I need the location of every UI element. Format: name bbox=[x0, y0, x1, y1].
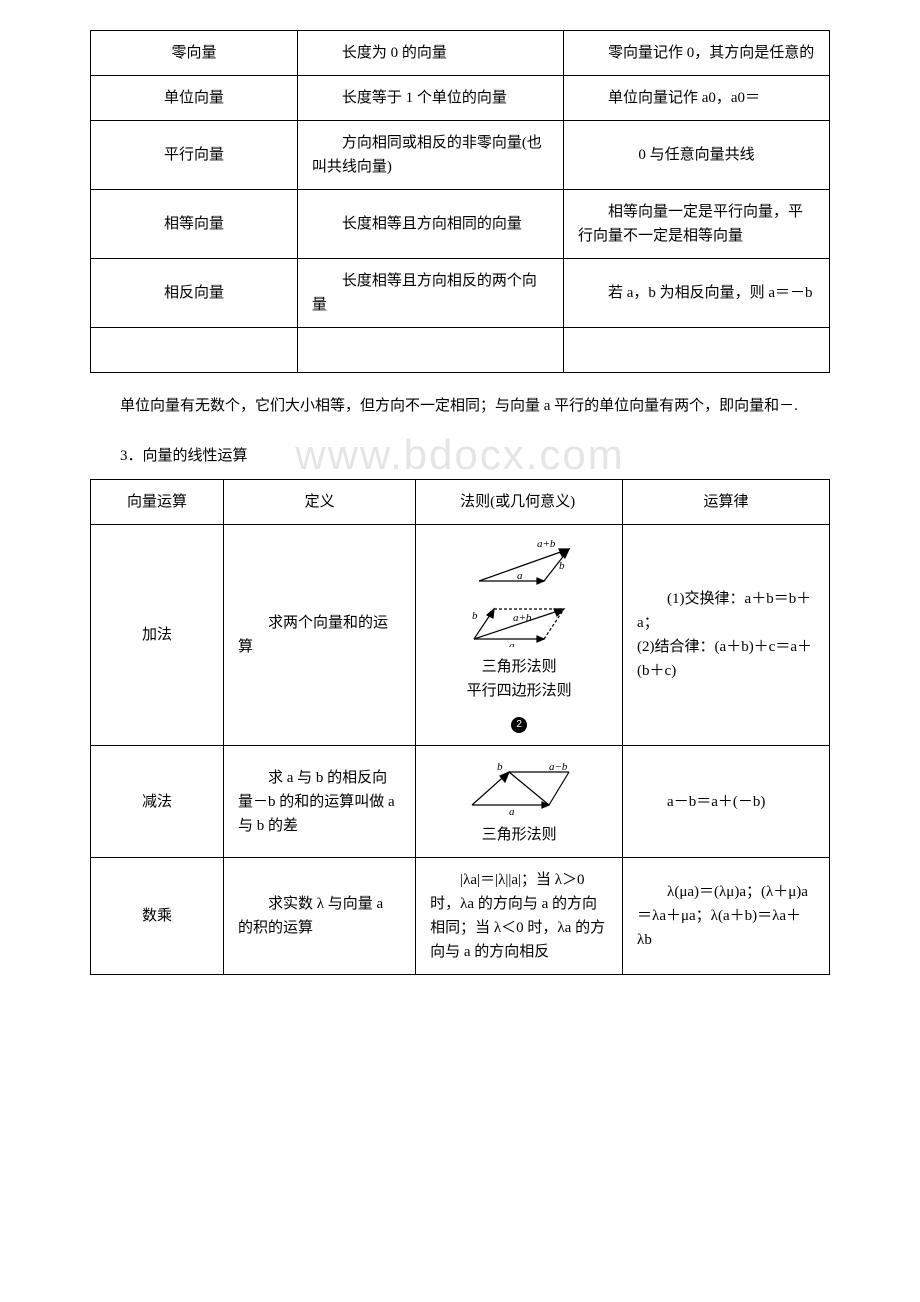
row-name: 单位向量 bbox=[91, 76, 298, 121]
row-note: 0 与任意向量共线 bbox=[563, 121, 829, 190]
row-def: 长度相等且方向相同的向量 bbox=[297, 190, 563, 259]
table-row: 单位向量 长度等于 1 个单位的向量 单位向量记作 a0，a0＝ bbox=[91, 76, 830, 121]
svg-label: b bbox=[559, 560, 565, 572]
row-note: 相等向量一定是平行向量，平行向量不一定是相等向量 bbox=[563, 190, 829, 259]
op-diagram-cell: b a−b a 三角形法则 bbox=[416, 746, 623, 858]
row-note: 单位向量记作 a0，a0＝ bbox=[563, 76, 829, 121]
op-def: 求 a 与 b 的相反向量－b 的和的运算叫做 a 与 b 的差 bbox=[224, 746, 416, 858]
row-def: 长度相等且方向相反的两个向量 bbox=[297, 259, 563, 328]
vector-types-table: 零向量 长度为 0 的向量 零向量记作 0，其方向是任意的 单位向量 长度等于 … bbox=[90, 30, 830, 373]
table-row-empty bbox=[91, 328, 830, 373]
body-paragraph: 单位向量有无数个，它们大小相等，但方向不一定相同；与向量 a 平行的单位向量有两… bbox=[90, 393, 830, 420]
parallelogram-law-icon: b a+b a bbox=[459, 597, 579, 647]
svg-label: a−b bbox=[549, 761, 568, 773]
diagram-caption: 三角形法则 bbox=[430, 655, 608, 679]
col-header: 定义 bbox=[224, 480, 416, 525]
svg-label: b bbox=[472, 610, 478, 622]
op-rule: a－b＝a＋(－b) bbox=[623, 746, 830, 858]
table-row: 平行向量 方向相同或相反的非零向量(也叫共线向量) 0 与任意向量共线 bbox=[91, 121, 830, 190]
table-row: 相等向量 长度相等且方向相同的向量 相等向量一定是平行向量，平行向量不一定是相等… bbox=[91, 190, 830, 259]
diagram-caption: 平行四边形法则 bbox=[430, 679, 608, 703]
triangle-law-icon: a+b b a bbox=[459, 539, 579, 589]
row-name: 平行向量 bbox=[91, 121, 298, 190]
empty-cell bbox=[297, 328, 563, 373]
col-header: 法则(或几何意义) bbox=[416, 480, 623, 525]
table-row-subtraction: 减法 求 a 与 b 的相反向量－b 的和的运算叫做 a 与 b 的差 b a−… bbox=[91, 746, 830, 858]
op-diagram-cell: a+b b a b a+b a 三角形法 bbox=[416, 525, 623, 746]
vector-operations-table: 向量运算 定义 法则(或几何意义) 运算律 加法 求两个向量和的运算 a+b b… bbox=[90, 479, 830, 975]
op-name: 减法 bbox=[91, 746, 224, 858]
svg-label: a+b bbox=[513, 612, 532, 624]
row-def: 方向相同或相反的非零向量(也叫共线向量) bbox=[297, 121, 563, 190]
table-row: 零向量 长度为 0 的向量 零向量记作 0，其方向是任意的 bbox=[91, 31, 830, 76]
op-name: 数乘 bbox=[91, 858, 224, 975]
row-note: 零向量记作 0，其方向是任意的 bbox=[563, 31, 829, 76]
table-header-row: 向量运算 定义 法则(或几何意义) 运算律 bbox=[91, 480, 830, 525]
diagram-caption: 三角形法则 bbox=[430, 823, 608, 847]
footnote-bullet-icon: 2 bbox=[511, 717, 527, 733]
op-rule: (1)交换律：a＋b＝b＋a； (2)结合律：(a＋b)＋c＝a＋(b＋c) bbox=[623, 525, 830, 746]
row-name: 相等向量 bbox=[91, 190, 298, 259]
table-row: 相反向量 长度相等且方向相反的两个向量 若 a，b 为相反向量，则 a＝－b bbox=[91, 259, 830, 328]
section-heading: 3．向量的线性运算 bbox=[90, 444, 830, 465]
op-rule: λ(μa)＝(λμ)a；(λ＋μ)a＝λa＋μa；λ(a＋b)＝λa＋λb bbox=[623, 858, 830, 975]
table-row-scalar-mult: 数乘 求实数 λ 与向量 a 的积的运算 |λa|＝|λ||a|；当 λ＞0 时… bbox=[91, 858, 830, 975]
row-note: 若 a，b 为相反向量，则 a＝－b bbox=[563, 259, 829, 328]
row-def: 长度等于 1 个单位的向量 bbox=[297, 76, 563, 121]
svg-label: a bbox=[509, 806, 515, 815]
col-header: 向量运算 bbox=[91, 480, 224, 525]
svg-label: a+b bbox=[537, 539, 556, 550]
op-def: 求两个向量和的运算 bbox=[224, 525, 416, 746]
svg-label: a bbox=[517, 570, 523, 582]
svg-label: a bbox=[509, 640, 515, 647]
subtraction-triangle-icon: b a−b a bbox=[454, 760, 584, 815]
op-meaning: |λa|＝|λ||a|；当 λ＞0 时，λa 的方向与 a 的方向相同；当 λ＜… bbox=[416, 858, 623, 975]
row-name: 零向量 bbox=[91, 31, 298, 76]
svg-label: b bbox=[497, 761, 503, 773]
table-row-addition: 加法 求两个向量和的运算 a+b b a bbox=[91, 525, 830, 746]
op-name: 加法 bbox=[91, 525, 224, 746]
empty-cell bbox=[563, 328, 829, 373]
empty-cell bbox=[91, 328, 298, 373]
op-def: 求实数 λ 与向量 a 的积的运算 bbox=[224, 858, 416, 975]
row-def: 长度为 0 的向量 bbox=[297, 31, 563, 76]
row-name: 相反向量 bbox=[91, 259, 298, 328]
col-header: 运算律 bbox=[623, 480, 830, 525]
